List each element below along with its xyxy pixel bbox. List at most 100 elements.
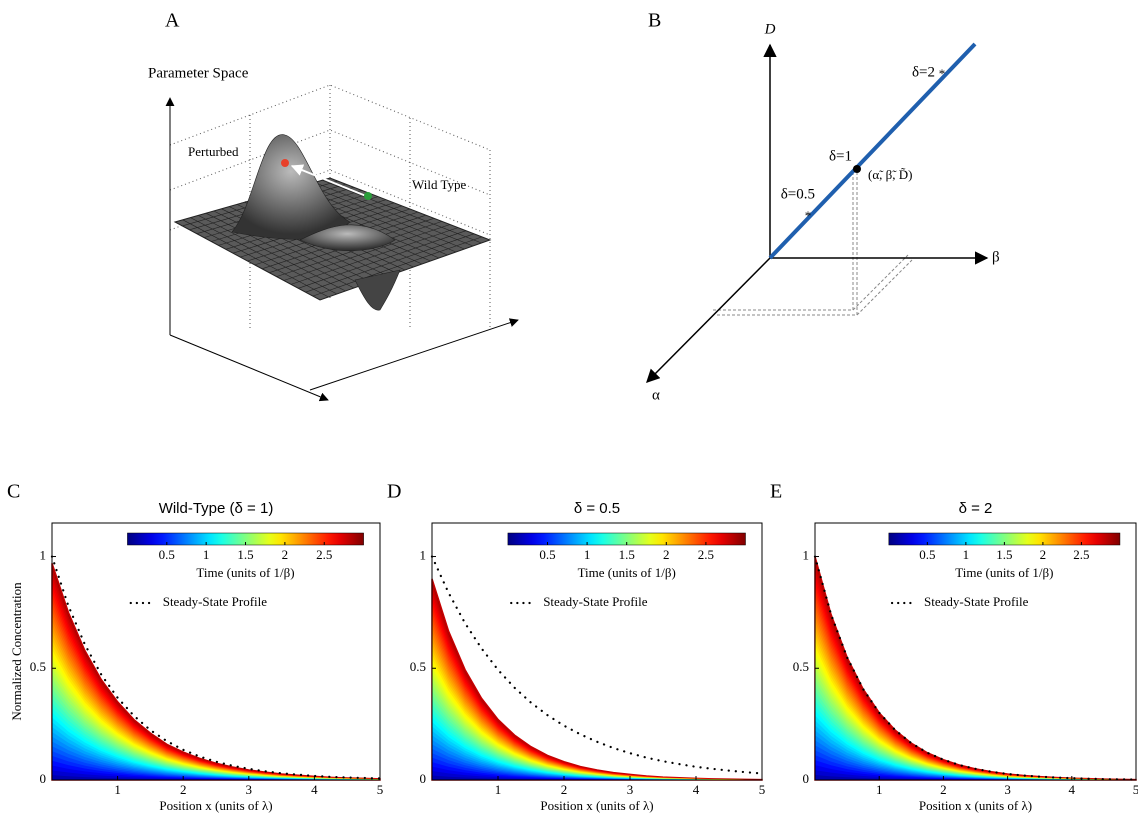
annotation: Wild Type	[412, 177, 467, 192]
surface-ridge	[299, 224, 396, 251]
y-tick-label: 0	[420, 771, 427, 786]
surface-dip	[354, 269, 401, 311]
axis-label: α	[652, 387, 660, 403]
y-tick-label: 1	[803, 548, 810, 563]
x-tick-label: 5	[377, 782, 384, 797]
x-tick-label: 5	[1133, 782, 1138, 797]
time-band	[52, 760, 380, 780]
charts: C Wild-Type (δ = 1) Position x (units of λ…	[7, 481, 1138, 813]
axis-label: β	[992, 249, 1000, 265]
legend-label: Steady-State Profile	[924, 594, 1029, 609]
panel-title: Parameter Space	[148, 65, 249, 81]
chart-title: δ = 2	[959, 500, 993, 517]
y-tick-label: 0	[40, 771, 47, 786]
x-tick-label: 2	[180, 782, 187, 797]
time-band	[52, 770, 380, 780]
y-tick-label: 1	[420, 548, 427, 563]
x-tick-label: 2	[940, 782, 947, 797]
x-tick-label: 3	[627, 782, 634, 797]
colorbar-label: Time (units of 1/β)	[196, 565, 294, 580]
point-marker: *	[805, 208, 812, 223]
x-tick-label: 3	[1004, 782, 1011, 797]
y-tick-label: 0.5	[793, 659, 809, 674]
time-band	[52, 765, 380, 780]
plot-frame	[51, 522, 381, 781]
annotation: Perturbed	[188, 144, 239, 159]
legend-label: Steady-State Profile	[163, 594, 268, 609]
axis	[309, 318, 519, 391]
x-axis-label: Position x (units of λ)	[919, 798, 1032, 813]
y-tick-label: 1	[40, 548, 47, 563]
plot-frame	[814, 522, 1137, 781]
wild-type-point	[364, 192, 372, 200]
chart-title: Wild-Type (δ = 1)	[159, 500, 274, 517]
axis	[169, 334, 329, 402]
panel-letter: A	[165, 10, 180, 32]
panel-letter: B	[648, 10, 661, 32]
colorbar-tick-label: 0.5	[159, 547, 175, 562]
chart-title: δ = 0.5	[574, 500, 620, 517]
x-axis-label: Position x (units of λ)	[540, 798, 653, 813]
grid-box	[169, 84, 491, 330]
time-band	[52, 775, 380, 780]
colorbar-tick-label: 0.5	[919, 547, 935, 562]
x-tick-label: 3	[246, 782, 253, 797]
colorbar-tick-label: 2	[282, 547, 289, 562]
y-tick-label: 0	[803, 771, 810, 786]
panel-letter: C	[7, 481, 20, 503]
point-label: (α̃, β̃, D̃)	[868, 167, 912, 182]
point-label: δ=0.5	[781, 186, 815, 202]
time-band	[52, 741, 380, 780]
colorbar-tick-label: 2.5	[316, 547, 332, 562]
axis	[646, 257, 771, 383]
plot-frame	[431, 522, 763, 781]
steady-state-line	[430, 555, 764, 775]
steady-state-line	[813, 555, 1138, 781]
perturbed-point	[281, 159, 289, 167]
time-band	[52, 746, 380, 780]
colorbar-tick-label: 1	[584, 547, 591, 562]
chart: C Wild-Type (δ = 1) Position x (units of λ…	[7, 481, 383, 813]
steady-state-line	[50, 555, 382, 780]
panel-letter: D	[387, 481, 401, 503]
colorbar-tick-label: 0.5	[539, 547, 555, 562]
panel-letter: E	[770, 481, 782, 503]
colorbar-tick-label: 2	[663, 547, 670, 562]
x-tick-label: 5	[759, 782, 766, 797]
point-marker: *	[939, 66, 946, 81]
time-band	[52, 736, 380, 780]
colorbar-tick-label: 1.5	[619, 547, 635, 562]
legend-label: Steady-State Profile	[543, 594, 648, 609]
chart: Dδ = 0.5 Position x (units of λ) Steady-St…	[387, 481, 765, 813]
perturbation-arrow	[290, 164, 367, 197]
time-band	[52, 751, 380, 780]
x-tick-label: 1	[495, 782, 502, 797]
axis-label: D	[764, 21, 776, 37]
x-tick-label: 1	[876, 782, 883, 797]
colorbar-tick-label: 1.5	[237, 547, 253, 562]
colorbar-tick-label: 1	[203, 547, 210, 562]
colorbar-tick-label: 2.5	[1073, 547, 1089, 562]
delta-line	[768, 42, 977, 260]
panel-b: B D β α * * δ=2 δ=1 δ=0.5 (α̃, β̃, D̃)	[646, 10, 1000, 403]
projection	[712, 172, 913, 316]
x-tick-label: 4	[1069, 782, 1076, 797]
point-label: δ=2	[912, 64, 935, 80]
y-tick-label: 0.5	[30, 659, 46, 674]
point-label: δ=1	[829, 148, 852, 164]
colorbar-tick-label: 1	[963, 547, 970, 562]
time-band	[52, 755, 380, 780]
chart: Eδ = 2 Position x (units of λ) Steady-Stat…	[770, 481, 1138, 813]
x-tick-label: 4	[693, 782, 700, 797]
colorbar-tick-label: 2.5	[698, 547, 714, 562]
panel-a: A Parameter Space Perturbed Wild Type	[148, 10, 519, 402]
x-tick-label: 4	[311, 782, 318, 797]
colorbar-label: Time (units of 1/β)	[578, 565, 676, 580]
y-axis-label: Normalized Concentration	[9, 582, 24, 721]
x-tick-label: 2	[561, 782, 568, 797]
colorbar-tick-label: 2	[1040, 547, 1047, 562]
x-tick-label: 1	[114, 782, 121, 797]
colorbar-label: Time (units of 1/β)	[955, 565, 1053, 580]
y-tick-label: 0.5	[410, 659, 426, 674]
